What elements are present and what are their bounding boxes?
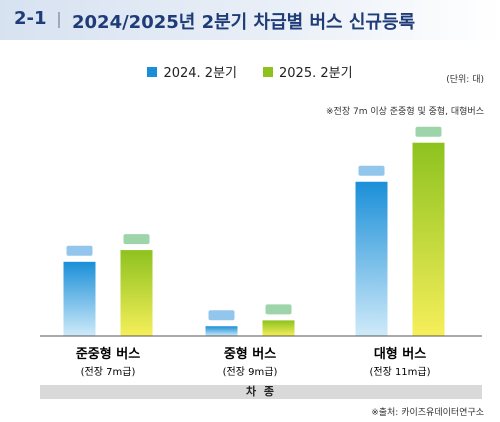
bar-2025-3	[412, 142, 445, 336]
legend-label-2024: 2024. 2분기	[163, 66, 237, 81]
x-axis-title: 차 종	[40, 385, 482, 399]
unit-label: (단위: 대)	[446, 75, 484, 85]
value-label-blurred	[208, 310, 235, 321]
legend-item-2024: 2024. 2분기	[147, 62, 237, 81]
x-tick-label: 준중형 버스	[76, 346, 140, 362]
x-tick-labels: 준중형 버스 (전장 7m급) 중형 버스 (전장 9m급) 대형 버스 (전장 11m급…	[76, 346, 431, 378]
x-tick-sublabel: (전장 7m급)	[81, 366, 136, 378]
bar-2025-1	[120, 250, 153, 336]
value-label-blurred	[358, 165, 385, 176]
legend-item-2025: 2025. 2분기	[263, 62, 353, 81]
source-note: ※출처: 카이즈유데이터연구소	[371, 408, 484, 418]
bar-2024-2	[205, 326, 238, 336]
bar-2024-1	[63, 261, 96, 336]
bars-layer	[63, 126, 445, 336]
bar-2024-3	[355, 181, 388, 336]
figure-number: 2-1	[14, 8, 47, 29]
title-divider	[58, 12, 60, 28]
value-label-blurred	[123, 234, 150, 245]
legend-swatch-2024	[147, 66, 158, 77]
x-tick-label: 대형 버스	[374, 346, 426, 362]
x-tick-label: 중형 버스	[224, 346, 276, 362]
value-label-blurred	[265, 304, 292, 315]
bar-2025-2	[262, 320, 295, 336]
chart-title: 2024/2025년 2분기 차급별 버스 신규등록	[72, 12, 416, 33]
legend-swatch-2025	[263, 66, 273, 77]
value-label-blurred	[415, 126, 442, 137]
title-bar: 2-1 2024/2025년 2분기 차급별 버스 신규등록	[0, 0, 500, 40]
chart-note: ※전장 7m 이상 준중형 및 중형, 대형버스	[326, 107, 484, 117]
x-tick-sublabel: (전장 11m급)	[369, 366, 430, 378]
x-tick-sublabel: (전장 9m급)	[223, 366, 278, 378]
legend-label-2025: 2025. 2분기	[279, 66, 353, 81]
value-label-blurred	[66, 245, 93, 256]
legend: 2024. 2분기 2025. 2분기	[0, 62, 500, 81]
